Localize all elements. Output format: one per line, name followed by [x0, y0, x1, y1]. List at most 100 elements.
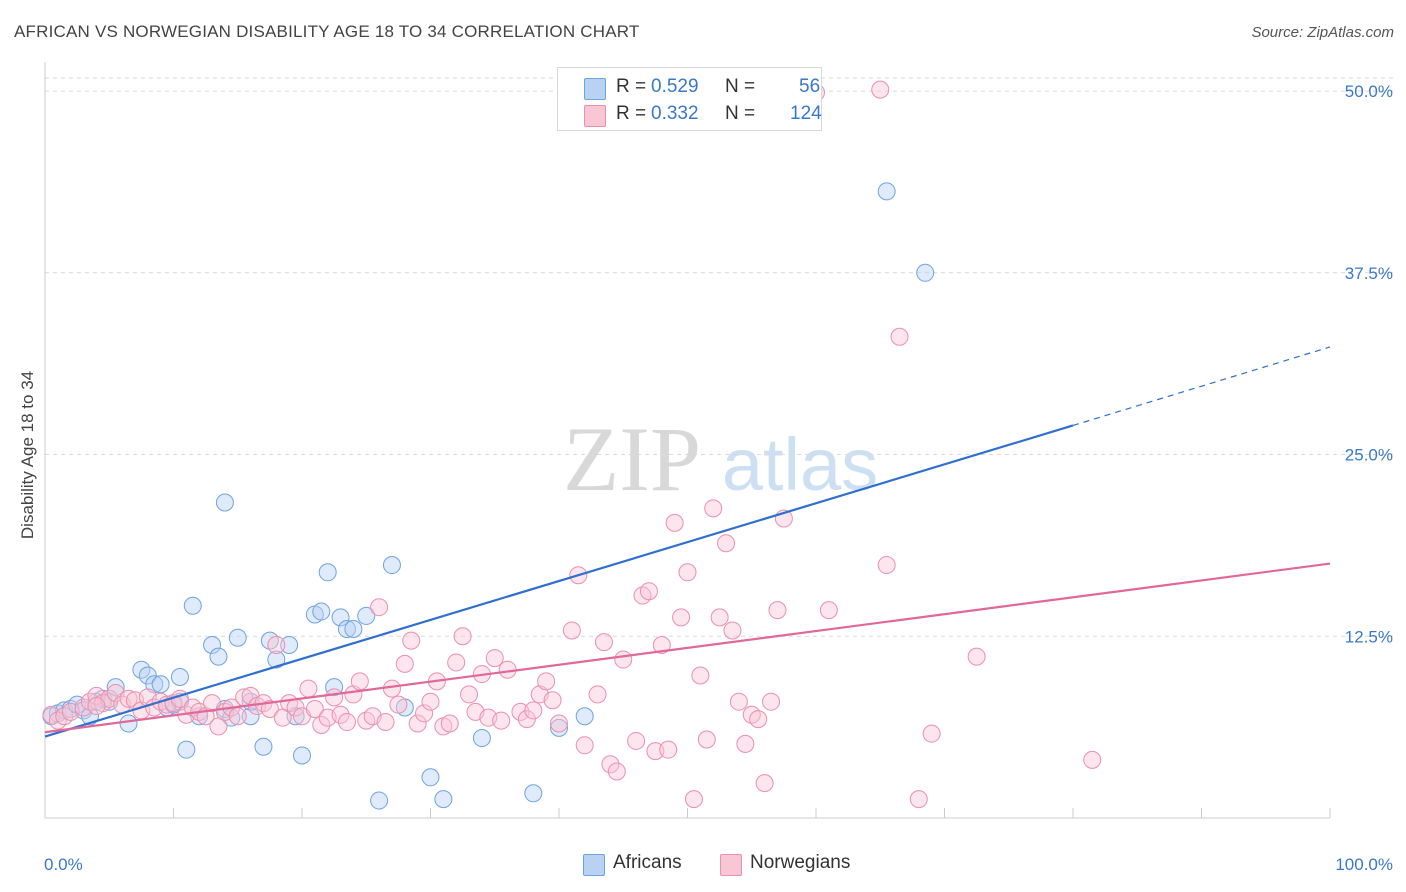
africans-point [421, 768, 440, 787]
africans-point [228, 628, 247, 647]
norwegians-point [723, 621, 742, 640]
norwegians-point [967, 647, 986, 666]
norwegians-swatch [584, 105, 606, 127]
africans-point [331, 608, 350, 627]
africans-point [209, 647, 228, 666]
norwegians-point [376, 713, 395, 732]
africans-trend-extension [1072, 346, 1331, 427]
norwegians-point [550, 714, 568, 733]
africans-point [877, 182, 896, 201]
africans-point [524, 784, 543, 803]
norwegians-point [389, 695, 408, 714]
norwegians-point [440, 714, 459, 733]
norwegians-point [511, 702, 530, 721]
norwegians-point [639, 582, 658, 601]
norwegians-point [337, 713, 356, 732]
norwegians-point [331, 705, 350, 724]
norwegians-point [588, 685, 607, 704]
norwegians-point [704, 499, 723, 518]
africans-point [177, 740, 196, 759]
y-tick-label: 50.0% [1345, 82, 1393, 101]
norwegians-point [485, 649, 504, 668]
norwegians-point [1083, 750, 1102, 769]
africans-point [318, 563, 337, 582]
norwegians-point [562, 621, 581, 640]
n-label: N = [725, 76, 756, 97]
norwegians-point [691, 666, 710, 685]
y-tick-label: 25.0% [1345, 446, 1393, 465]
norwegians-point [627, 731, 646, 750]
africans-trend-line [44, 424, 1074, 738]
norwegians-point [492, 711, 511, 730]
norwegians-point [909, 790, 928, 809]
watermark-atlas: atlas [722, 423, 878, 506]
norwegians-point [697, 730, 716, 749]
norwegians-point [665, 513, 684, 532]
africans-point [106, 678, 125, 697]
africans-legend-swatch [583, 854, 605, 876]
norwegians-point [922, 724, 941, 743]
africans-point [370, 791, 389, 810]
norwegians-point [87, 697, 106, 716]
africans-n-value: 56 [799, 76, 821, 97]
africans-point [337, 620, 356, 638]
r-label: R = [616, 76, 647, 97]
y-tick-label: 12.5% [1345, 627, 1393, 646]
norwegians-point [607, 762, 626, 781]
norwegians-point [717, 534, 736, 553]
norwegians-point [408, 714, 427, 733]
norwegians-point [601, 755, 620, 774]
africans-swatch [584, 78, 606, 100]
norwegians-point [749, 710, 768, 729]
africans-point [145, 675, 164, 694]
africans-point [280, 635, 299, 654]
norwegians-point [267, 635, 286, 654]
africans-point [183, 596, 202, 615]
norwegians-point [652, 635, 671, 654]
norwegians-point [350, 672, 369, 691]
norwegians-trend-line [44, 562, 1331, 734]
norwegians-point [871, 80, 890, 99]
y-tick-label: 37.5% [1345, 264, 1393, 283]
norwegians-point [614, 650, 633, 669]
norwegians-point [543, 691, 562, 710]
norwegians-point [594, 633, 613, 652]
norwegians-point [453, 627, 472, 646]
norwegians-point [203, 694, 222, 713]
africans-point [267, 650, 286, 669]
africans-point [916, 263, 935, 282]
africans-point [151, 675, 170, 694]
norwegians-point [260, 699, 279, 718]
norwegians-point [537, 672, 556, 691]
norwegians-r-value: 0.332 [651, 103, 699, 124]
africans-point [472, 729, 491, 748]
norwegians-point [678, 563, 697, 582]
r-label: R = [616, 103, 647, 124]
norwegians-point [819, 601, 838, 620]
stats-legend: R = 0.529 N = 56 R = 0.332 N = 124 [557, 67, 822, 131]
norwegians-point [524, 701, 543, 720]
norwegians-point [402, 631, 421, 650]
africans-point [254, 737, 273, 756]
norwegians-point [684, 790, 703, 809]
africans-point [344, 620, 363, 638]
norwegians-point [305, 699, 324, 718]
norwegians-point [710, 608, 729, 627]
norwegians-point [762, 692, 781, 711]
norwegians-point [447, 653, 466, 672]
africans-point [357, 606, 376, 625]
norwegians-point [370, 598, 389, 617]
norwegians-point [421, 692, 440, 711]
norwegians-point [312, 715, 331, 734]
norwegians-point [299, 679, 318, 698]
norwegians-point [768, 601, 787, 620]
norwegians-n-value: 124 [790, 103, 822, 124]
norwegians-point [729, 692, 748, 711]
norwegians-point [460, 685, 479, 704]
africans-legend-label: Africans [613, 852, 682, 873]
norwegians-point [646, 742, 665, 761]
norwegians-legend-label: Norwegians [750, 852, 851, 873]
africans-point [434, 790, 453, 809]
africans-point [575, 707, 594, 726]
